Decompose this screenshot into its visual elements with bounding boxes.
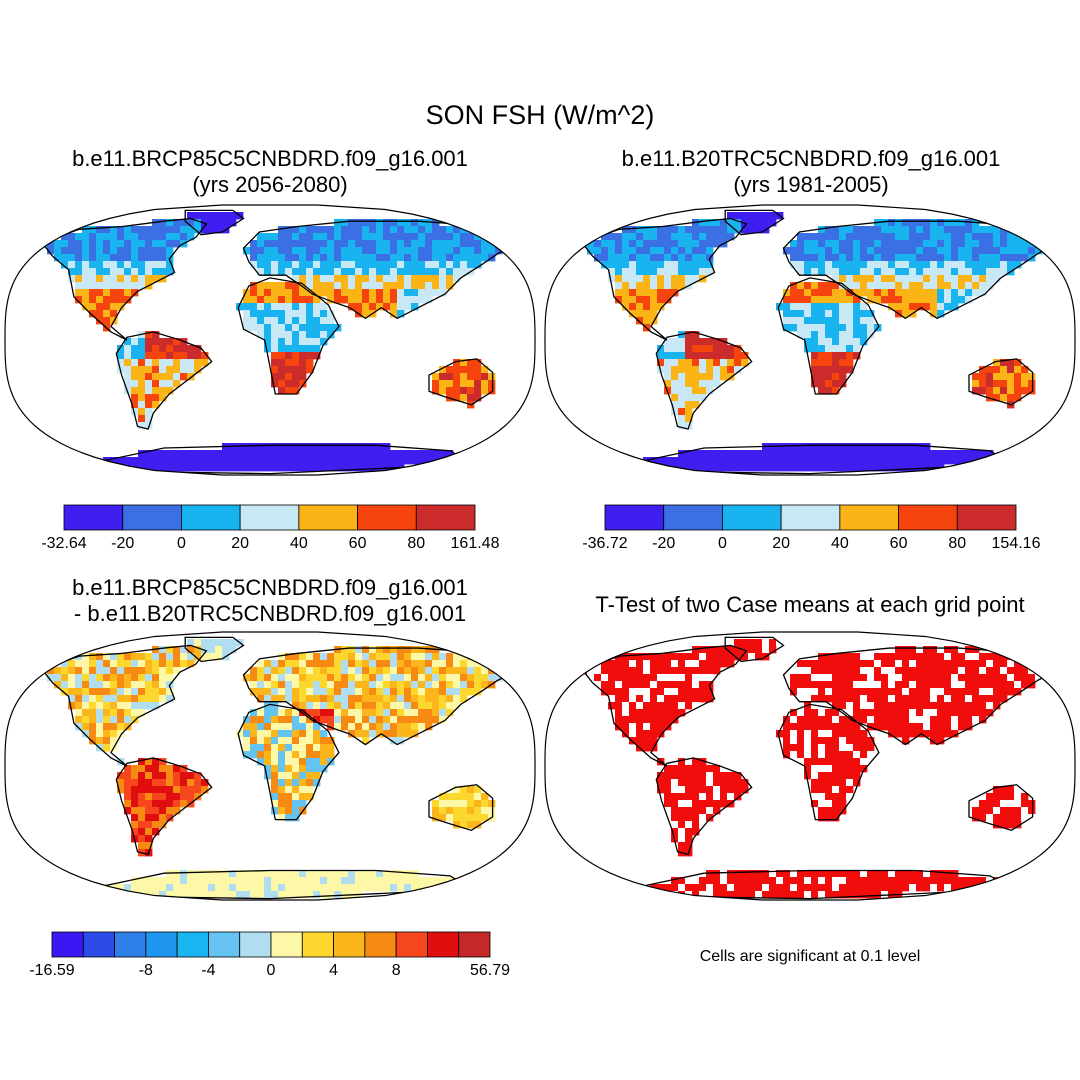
coastline-greenland — [184, 209, 245, 236]
coastline-namerica — [581, 644, 748, 767]
colorbar-swatch — [239, 504, 300, 531]
colorbar-label: -36.72 — [582, 535, 628, 552]
colorbar-label: -16.59 — [29, 962, 75, 979]
colorbar-swatch — [270, 931, 303, 958]
map-panel-difference — [4, 631, 536, 901]
panel-title-present-line1: b.e11.B20TRC5CNBDRD.f09_g16.001 — [621, 146, 1001, 171]
colorbar-label: 60 — [348, 535, 367, 552]
coastline-australia — [428, 784, 494, 832]
panel-title-future-line2: (yrs 2056-2080) — [192, 172, 348, 197]
colorbar-swatch — [239, 931, 272, 958]
map-border — [544, 631, 1076, 901]
map-panel-future — [4, 204, 536, 476]
coastline-greenland — [724, 209, 785, 236]
colorbar-swatch — [301, 931, 334, 958]
colorbar-label: 0 — [176, 535, 186, 552]
colorbar-swatch — [145, 931, 178, 958]
coastline-africa — [237, 703, 340, 821]
colorbar-label: -20 — [652, 535, 676, 552]
colorbar-future — [63, 504, 476, 531]
panel-title-ttest-line1: T-Test of two Case means at each grid po… — [595, 592, 1025, 617]
colorbar-difference — [51, 931, 491, 958]
coastline-samerica — [115, 757, 213, 856]
colorbar-label: 4 — [329, 962, 339, 979]
map-panel-present — [544, 204, 1076, 476]
colorbar-present — [604, 504, 1017, 531]
significance-note: Cells are significant at 0.1 level — [699, 948, 921, 965]
colorbar-swatch — [604, 504, 665, 531]
colorbar-swatch — [122, 504, 182, 531]
panel-title-difference-line2: - b.e11.B20TRC5CNBDRD.f09_g16.001 — [73, 601, 467, 626]
coastline-namerica — [41, 217, 208, 341]
colorbar-label: 0 — [717, 535, 727, 552]
panel-title-difference-line1: b.e11.BRCP85C5CNBDRD.f09_g16.001 — [72, 575, 468, 600]
colorbar-swatch — [298, 504, 358, 531]
coastline-africa — [777, 277, 880, 395]
colorbar-swatch — [51, 931, 84, 958]
map-border — [4, 631, 536, 901]
colorbar-swatch — [208, 931, 241, 958]
panel-title-difference: b.e11.BRCP85C5CNBDRD.f09_g16.001 - b.e11… — [15, 575, 525, 627]
colorbar-swatch — [427, 931, 460, 958]
colorbar-swatch — [114, 931, 147, 958]
colorbar-label: 80 — [407, 535, 426, 552]
colorbar-label: 40 — [830, 535, 849, 552]
colorbar-swatch — [176, 931, 209, 958]
panel-title-present: b.e11.B20TRC5CNBDRD.f09_g16.001 (yrs 198… — [556, 146, 1066, 198]
panel-title-future: b.e11.BRCP85C5CNBDRD.f09_g16.001 (yrs 20… — [15, 146, 525, 198]
colorbar-label: -20 — [111, 535, 135, 552]
colorbar-swatch — [839, 504, 899, 531]
colorbar-label: 8 — [391, 962, 401, 979]
colorbar-swatch — [956, 504, 1017, 531]
colorbar-label: -8 — [138, 962, 153, 979]
main-title: SON FSH (W/m^2) — [425, 100, 655, 130]
coastline-africa — [777, 703, 880, 821]
colorbar-swatch — [898, 504, 958, 531]
colorbar-swatch — [63, 504, 124, 531]
coastline-australia — [428, 358, 494, 406]
colorbar-swatch — [415, 504, 476, 531]
coastline-namerica — [581, 217, 748, 341]
coastline-samerica — [655, 331, 753, 430]
map-border — [4, 204, 536, 476]
colorbar-swatch — [395, 931, 428, 958]
panel-title-ttest: T-Test of two Case means at each grid po… — [540, 592, 1080, 618]
coastline-australia — [968, 784, 1034, 832]
colorbar-swatch — [780, 504, 841, 531]
colorbar-swatch — [82, 931, 115, 958]
colorbar-swatch — [722, 504, 782, 531]
colorbar-label: 154.16 — [991, 535, 1041, 552]
coastline-greenland — [184, 636, 245, 663]
colorbar-swatch — [364, 931, 397, 958]
coastline-samerica — [655, 757, 753, 856]
panel-title-present-line2: (yrs 1981-2005) — [733, 172, 889, 197]
colorbar-label: 60 — [889, 535, 908, 552]
map-border — [544, 204, 1076, 476]
coastline-australia — [968, 358, 1034, 406]
colorbar-swatch — [181, 504, 241, 531]
coastline-samerica — [115, 331, 213, 430]
colorbar-label: -4 — [201, 962, 216, 979]
coastline-greenland — [724, 636, 785, 663]
colorbar-label: 20 — [772, 535, 791, 552]
coastline-namerica — [41, 644, 208, 767]
colorbar-label: 0 — [266, 962, 276, 979]
colorbar-label: 161.48 — [450, 535, 500, 552]
colorbar-label: 20 — [231, 535, 250, 552]
colorbar-label: 40 — [289, 535, 308, 552]
map-panel-ttest — [544, 631, 1076, 901]
coastline-africa — [237, 277, 340, 395]
panel-title-future-line1: b.e11.BRCP85C5CNBDRD.f09_g16.001 — [72, 146, 468, 171]
colorbar-swatch — [458, 931, 491, 958]
colorbar-swatch — [663, 504, 723, 531]
colorbar-label: 80 — [948, 535, 967, 552]
colorbar-label: -32.64 — [41, 535, 87, 552]
colorbar-label: 56.79 — [469, 962, 511, 979]
colorbar-swatch — [333, 931, 366, 958]
colorbar-swatch — [357, 504, 417, 531]
